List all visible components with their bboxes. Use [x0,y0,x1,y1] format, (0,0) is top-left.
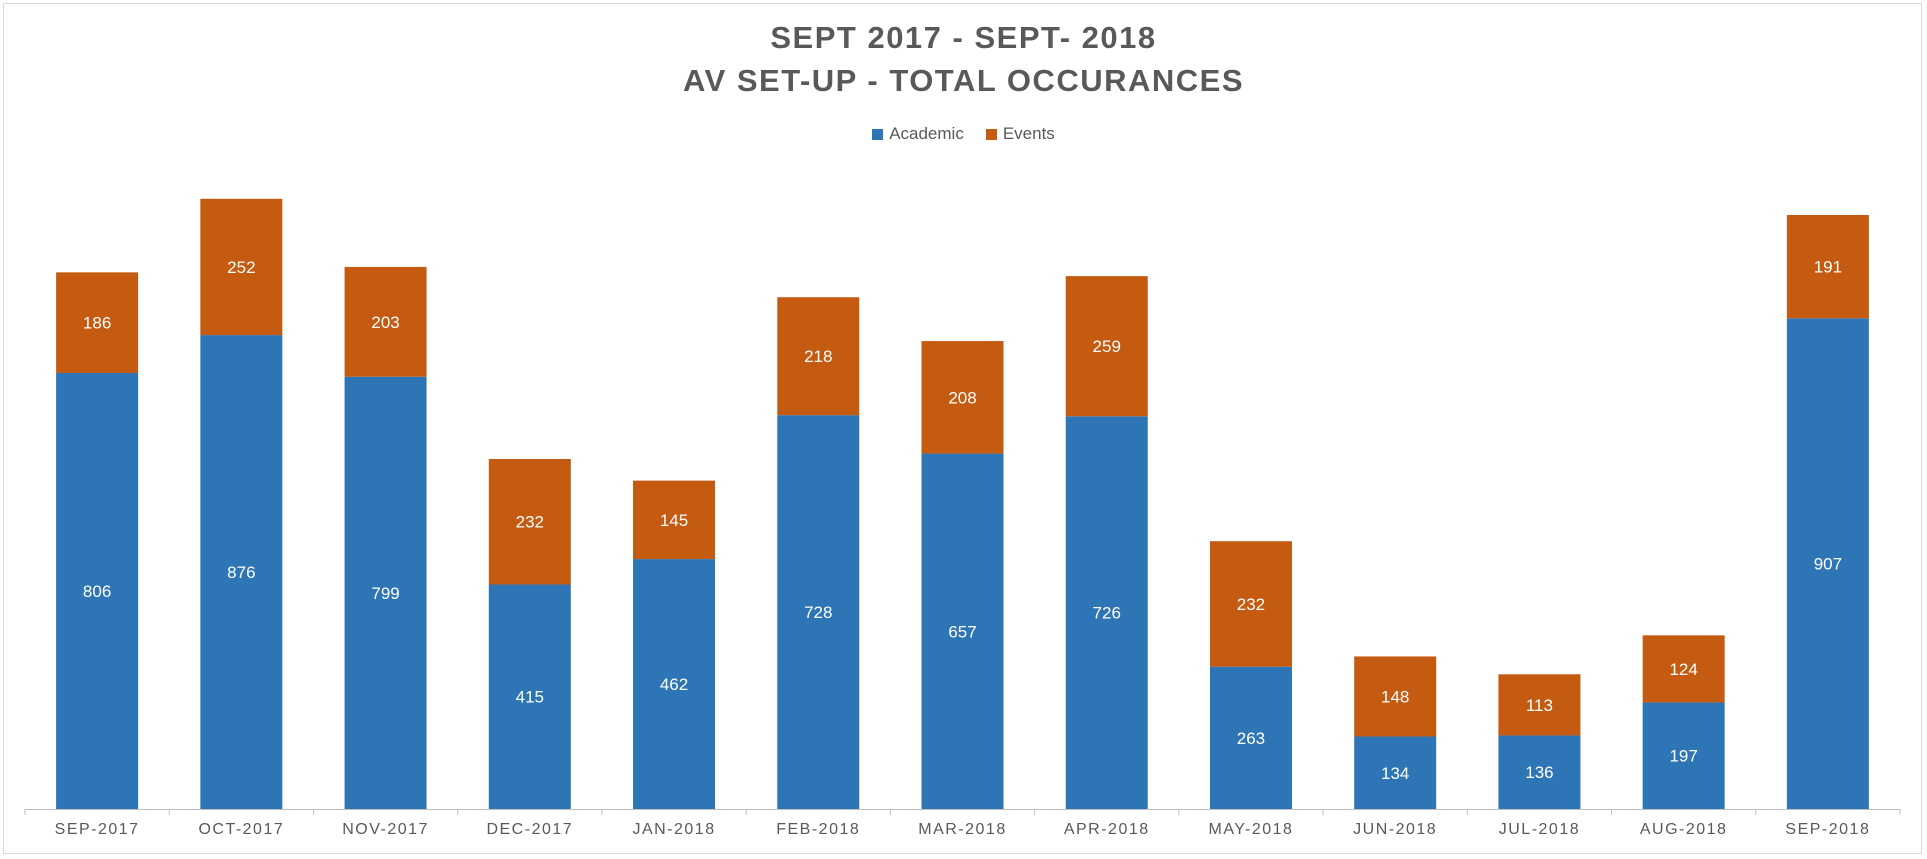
bar-academic-jun-2018 [1354,736,1437,809]
bar-events-apr-2018 [1065,276,1148,417]
x-tick-label-nov-2017: NOV-2017 [342,821,429,838]
data-label-academic-may-2018: 263 [1237,729,1265,748]
data-label-academic-jul-2018: 136 [1525,763,1553,782]
x-tick-label-apr-2018: APR-2018 [1064,821,1150,838]
legend-item-academic: Academic [872,124,964,144]
bar-events-jan-2018 [633,480,716,560]
data-label-academic-mar-2018: 657 [948,622,976,641]
data-label-events-nov-2017: 203 [371,313,399,332]
bar-events-feb-2018 [777,297,860,416]
x-tick-label-jun-2018: JUN-2018 [1353,821,1437,838]
data-label-academic-feb-2018: 728 [804,603,832,622]
x-tick-label-feb-2018: FEB-2018 [776,821,860,838]
chart-subtitle: AV SET-UP - TOTAL OCCURANCES [682,63,1244,98]
data-label-events-aug-2018: 124 [1669,660,1697,679]
chart-legend: Academic Events [0,124,1927,144]
legend-label-academic: Academic [889,124,964,143]
bar-academic-oct-2017 [200,335,283,809]
x-tick-label-aug-2018: AUG-2018 [1640,821,1728,838]
data-label-academic-sep-2017: 806 [83,582,111,601]
data-label-events-apr-2018: 259 [1093,337,1121,356]
data-label-events-may-2018: 232 [1237,595,1265,614]
bar-academic-sep-2018 [1786,318,1869,809]
x-tick-label-jul-2018: JUL-2018 [1499,821,1580,838]
data-label-academic-aug-2018: 197 [1669,747,1697,766]
bar-academic-jul-2018 [1498,735,1581,809]
bar-academic-jan-2018 [633,559,716,809]
x-tick-label-may-2018: MAY-2018 [1208,821,1293,838]
data-label-events-feb-2018: 218 [804,347,832,366]
bar-academic-may-2018 [1209,666,1292,809]
data-label-academic-jun-2018: 134 [1381,764,1409,783]
x-tick-label-oct-2017: OCT-2017 [198,821,284,838]
data-label-academic-sep-2018: 907 [1814,555,1842,574]
bar-events-dec-2017 [488,458,571,585]
data-label-academic-apr-2018: 726 [1093,604,1121,623]
x-tick-label-dec-2017: DEC-2017 [486,821,573,838]
x-tick-label-sep-2017: SEP-2017 [55,821,140,838]
bar-academic-nov-2017 [344,376,427,809]
data-label-academic-oct-2017: 876 [227,563,255,582]
bar-academic-sep-2017 [56,372,139,809]
x-tick-label-mar-2018: MAR-2018 [918,821,1006,838]
x-tick-label-sep-2018: SEP-2018 [1785,821,1870,838]
legend-swatch-academic [872,128,884,140]
data-label-events-oct-2017: 252 [227,258,255,277]
data-label-events-sep-2018: 191 [1814,258,1842,277]
data-label-academic-dec-2017: 415 [516,688,544,707]
legend-label-events: Events [1002,124,1055,143]
data-label-events-mar-2018: 208 [948,388,976,407]
bar-events-jun-2018 [1354,656,1437,737]
bar-events-nov-2017 [344,266,427,377]
x-tick-label-jan-2018: JAN-2018 [632,821,715,838]
data-label-events-jun-2018: 148 [1381,687,1409,706]
bar-events-may-2018 [1209,541,1292,667]
bar-events-sep-2017 [56,272,139,373]
data-label-academic-nov-2017: 799 [371,584,399,603]
bar-events-jul-2018 [1498,674,1581,736]
bar-events-sep-2018 [1786,215,1869,319]
bar-academic-mar-2018 [921,453,1004,809]
bar-academic-dec-2017 [488,584,571,809]
legend-item-events: Events [985,124,1055,144]
bar-academic-feb-2018 [777,415,860,809]
bar-academic-apr-2018 [1065,416,1148,809]
data-label-events-jan-2018: 145 [660,511,688,530]
data-label-events-jul-2018: 113 [1526,696,1553,715]
bar-events-mar-2018 [921,341,1004,454]
data-label-events-dec-2017: 232 [516,513,544,532]
chart-title: SEPT 2017 - SEPT- 2018 [770,20,1157,55]
bar-events-aug-2018 [1642,635,1725,703]
legend-swatch-events [985,128,997,140]
bar-academic-aug-2018 [1642,702,1725,809]
bar-events-oct-2017 [200,198,283,336]
data-label-academic-jan-2018: 462 [660,675,688,694]
data-label-events-sep-2017: 186 [83,314,111,333]
